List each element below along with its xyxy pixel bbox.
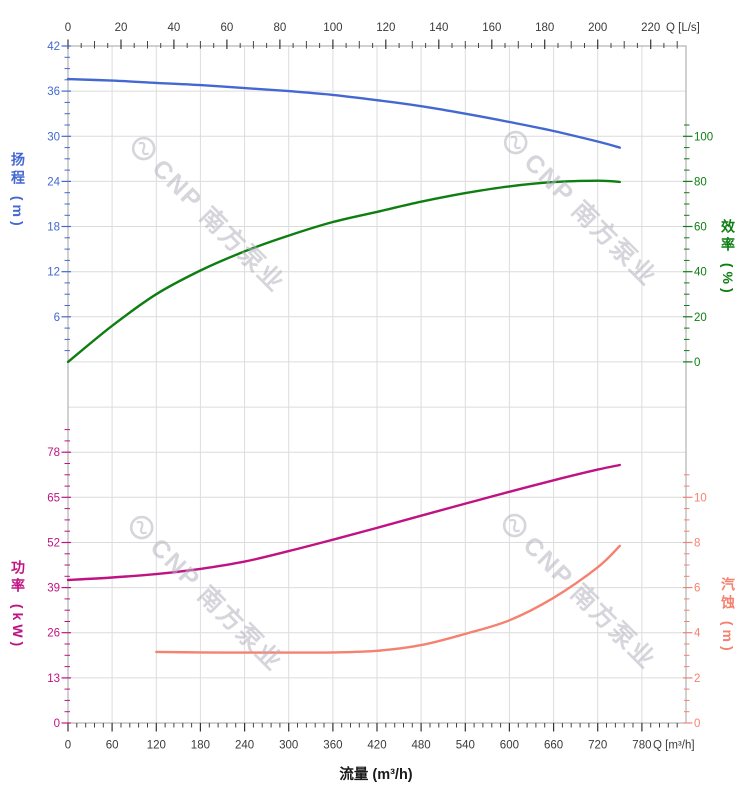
efficiency-axis: 100 80 60 40 20 0 xyxy=(683,124,713,369)
power-axis-title: 功率 (kW) xyxy=(10,560,26,651)
npsh-axis: 10 8 6 4 2 0 xyxy=(683,474,707,730)
tick-label: 60 xyxy=(106,740,119,752)
tick-label: 420 xyxy=(367,740,386,752)
tick-label: 2 xyxy=(694,673,700,685)
tick-label: Q [m³/h] xyxy=(653,740,695,752)
tick-label: 80 xyxy=(694,176,707,188)
tick-label: 480 xyxy=(412,740,431,752)
power-axis: 78 65 52 39 26 13 0 xyxy=(47,429,71,730)
tick-label: 120 xyxy=(147,740,166,752)
tick-label: 6 xyxy=(54,312,60,324)
tick-label: 24 xyxy=(47,176,60,188)
tick-label: 40 xyxy=(694,267,707,279)
tick-label: 60 xyxy=(221,22,234,34)
tick-label: 0 xyxy=(694,357,700,369)
tick-label: 360 xyxy=(323,740,342,752)
tick-label: 8 xyxy=(694,538,700,550)
tick-label: 80 xyxy=(274,22,287,34)
tick-label: 20 xyxy=(694,312,707,324)
tick-label: 26 xyxy=(47,628,60,640)
tick-label: 36 xyxy=(47,86,60,98)
tick-label: 200 xyxy=(588,22,607,34)
tick-label: 40 xyxy=(168,22,181,34)
tick-label: 18 xyxy=(47,222,60,234)
tick-label: 220 xyxy=(641,22,660,34)
tick-label: 780 xyxy=(632,740,651,752)
head-curve xyxy=(66,77,621,149)
tick-label: 160 xyxy=(482,22,501,34)
tick-label: 4 xyxy=(694,628,701,640)
bottom-axis: 0 60 120 180 240 300 360 420 480 540 600 660 720 780 Q… xyxy=(65,723,695,752)
tick-label: 12 xyxy=(47,267,60,279)
tick-label: 120 xyxy=(376,22,395,34)
head-axis-title: 扬程 (m) xyxy=(10,152,26,230)
tick-label: 100 xyxy=(323,22,342,34)
tick-label: 660 xyxy=(544,740,563,752)
npsh-axis-title: 汽蚀 (m) xyxy=(720,577,736,655)
flow-axis-title: 流量 (m³/h) xyxy=(339,767,413,783)
npsh-curve xyxy=(155,544,621,654)
tick-label: 0 xyxy=(65,740,71,752)
tick-label: 52 xyxy=(47,538,60,550)
tick-label: Q [L/s] xyxy=(666,22,700,34)
tick-label: 20 xyxy=(115,22,128,34)
top-axis: 0 20 40 60 80 100 120 140 160 180 200 220 Q [L/s] xyxy=(65,22,700,49)
tick-label: 42 xyxy=(47,41,60,53)
head-axis: 42 36 30 24 18 12 6 xyxy=(47,41,71,352)
grid xyxy=(68,46,686,723)
tick-label: 39 xyxy=(47,583,60,595)
efficiency-axis-title: 效率 (%) xyxy=(720,219,736,297)
tick-label: 65 xyxy=(47,492,60,504)
tick-label: 600 xyxy=(500,740,519,752)
tick-label: 10 xyxy=(694,492,707,504)
tick-label: 0 xyxy=(694,718,700,730)
curves xyxy=(66,77,621,654)
tick-label: 78 xyxy=(47,447,60,459)
tick-label: 0 xyxy=(54,718,60,730)
tick-label: 100 xyxy=(694,131,713,143)
tick-label: 140 xyxy=(429,22,448,34)
tick-label: 0 xyxy=(65,22,71,34)
power-curve xyxy=(66,463,621,582)
tick-label: 240 xyxy=(235,740,254,752)
tick-label: 6 xyxy=(694,583,700,595)
tick-label: 60 xyxy=(694,222,707,234)
tick-label: 540 xyxy=(456,740,475,752)
tick-label: 30 xyxy=(47,131,60,143)
tick-label: 720 xyxy=(588,740,607,752)
tick-label: 13 xyxy=(47,673,60,685)
tick-label: 180 xyxy=(191,740,210,752)
tick-label: 300 xyxy=(279,740,298,752)
tick-label: 180 xyxy=(535,22,554,34)
efficiency-curve xyxy=(66,179,621,364)
